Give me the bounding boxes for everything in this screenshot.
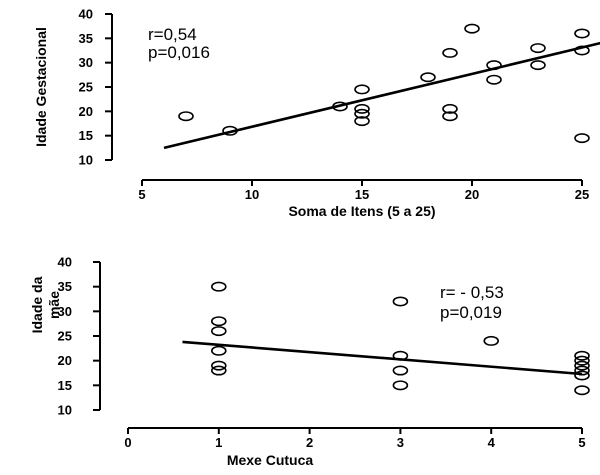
chart-1-data-point — [392, 350, 409, 361]
chart-0-data-point — [442, 111, 458, 122]
chart-1-data-point — [574, 385, 590, 396]
chart-1-data-point — [574, 365, 590, 376]
chart-0-data-point — [464, 23, 480, 34]
chart-0-x-tick-label: 25 — [575, 187, 589, 202]
chart-1-y-tick-label: 15 — [58, 378, 72, 393]
chart-0-x-axis-title: Soma de Itens (5 a 25) — [288, 203, 435, 219]
chart-0-x-tick-label: 10 — [245, 187, 259, 202]
chart-1-y-tick-label: 35 — [58, 279, 72, 294]
chart-maternal-age: 10 15 20 25 30 35 40 0 1 2 3 4 5 Mexe Cutuca Idade dam… — [29, 255, 590, 468]
chart-1-data-point — [211, 345, 227, 356]
chart-0-y-tick-label: 25 — [79, 80, 93, 95]
chart-1-y-tick-label: 40 — [58, 255, 72, 270]
chart-0-data-point — [486, 60, 502, 71]
chart-1-data-point — [392, 380, 409, 391]
chart-1-data-point — [574, 355, 590, 366]
chart-0-data-point — [574, 28, 590, 39]
chart-1-annotation: p=0,019 — [440, 303, 502, 322]
chart-0-y-tick-label: 40 — [79, 7, 93, 22]
chart-1-x-tick-label: 3 — [397, 435, 404, 450]
chart-0-data-point — [420, 72, 436, 83]
chart-1-data-point — [211, 365, 227, 376]
chart-1-x-tick-label: 2 — [306, 435, 313, 450]
chart-1-x-tick-label: 1 — [215, 435, 222, 450]
chart-1-data-point — [211, 316, 227, 327]
chart-0-data-point — [354, 108, 370, 119]
chart-0-data-point — [574, 45, 590, 56]
chart-0-data-point — [354, 116, 370, 127]
chart-1-data-point — [211, 281, 227, 292]
chart-1-data-point — [211, 360, 227, 371]
chart-0-y-tick-label: 30 — [79, 55, 93, 70]
chart-0-y-tick-label: 10 — [79, 153, 93, 168]
chart-1-annotation: r= - 0,53 — [440, 283, 504, 302]
chart-1-data-point — [574, 360, 590, 371]
chart-0-trendline — [163, 41, 600, 150]
chart-1-y-tick-label: 20 — [58, 353, 72, 368]
chart-0-data-point — [354, 103, 370, 114]
chart-1-x-tick-label: 5 — [578, 435, 585, 450]
chart-0-y-tick-label: 35 — [79, 31, 93, 46]
chart-0-data-point — [442, 103, 458, 114]
chart-1-data-point — [392, 296, 409, 307]
chart-0-data-point — [178, 111, 194, 122]
chart-0-x-tick-label: 15 — [355, 187, 369, 202]
chart-0-data-point — [530, 60, 546, 71]
chart-0-data-point — [222, 125, 238, 136]
chart-1-data-point — [211, 326, 227, 337]
chart-0-y-axis-title: Idade Gestacional — [33, 27, 49, 147]
chart-1-y-tick-label: 25 — [58, 329, 72, 344]
chart-1-data-point — [574, 350, 590, 361]
chart-1-x-tick-label: 0 — [124, 435, 131, 450]
chart-0-data-point — [332, 101, 348, 112]
chart-0-data-point — [486, 74, 502, 85]
chart-1-trendline — [182, 340, 583, 376]
chart-0-data-point — [530, 43, 546, 54]
chart-1-y-tick-label: 30 — [58, 304, 72, 319]
chart-1-data-point — [574, 370, 590, 381]
chart-1-x-axis-title: Mexe Cutuca — [227, 452, 314, 468]
chart-0-x-tick-label: 5 — [138, 187, 145, 202]
chart-1-data-point — [483, 335, 500, 346]
chart-0-data-point — [574, 133, 590, 144]
chart-0-x-tick-label: 20 — [465, 187, 479, 202]
chart-0-annotation: p=0,016 — [148, 43, 210, 62]
chart-1-y-tick-label: 10 — [58, 403, 72, 418]
chart-0-y-tick-label: 15 — [79, 128, 93, 143]
chart-0-data-point — [354, 84, 370, 95]
chart-0-y-tick-label: 20 — [79, 104, 93, 119]
chart-1-x-tick-label: 4 — [488, 435, 496, 450]
chart-0-data-point — [442, 47, 458, 58]
chart-0-annotation: r=0,54 — [148, 25, 197, 44]
chart-1-data-point — [392, 365, 409, 376]
chart-gestational-age: 10 15 20 25 30 35 40 5 10 15 20 25 Soma de Itens (5 … — [33, 7, 600, 219]
chart-1-y-axis-title: Idade damãe — [29, 276, 62, 333]
